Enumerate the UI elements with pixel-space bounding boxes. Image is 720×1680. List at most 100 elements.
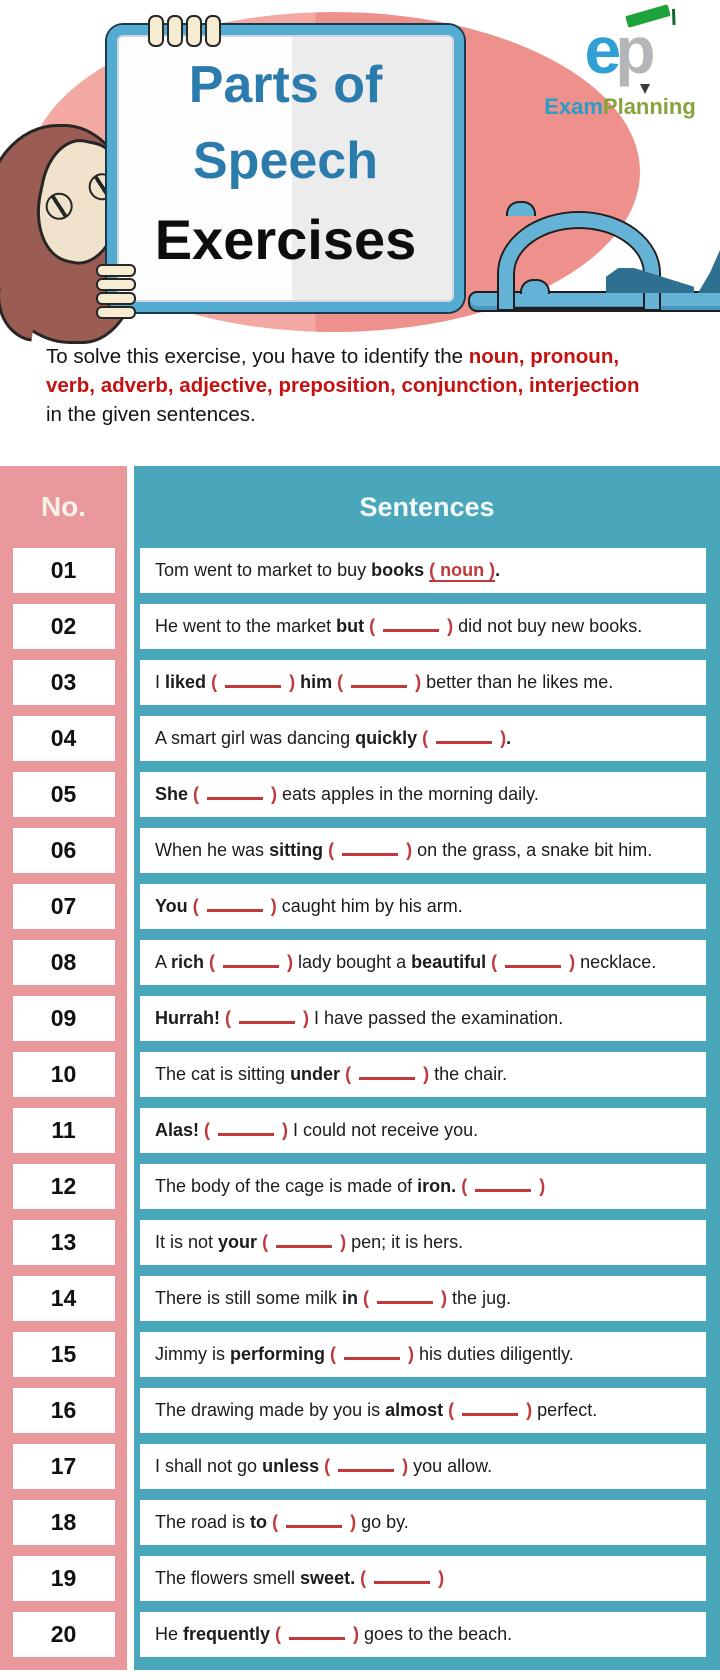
pencil-tip-icon	[640, 84, 650, 94]
logo-word-planning: Planning	[602, 94, 696, 119]
sentence-segment: (	[225, 1008, 237, 1028]
sentence-cell: Jimmy is performing ( ) his duties dilig…	[140, 1332, 706, 1377]
blank-line	[359, 1077, 416, 1080]
instructions-line: in the given sentences.	[46, 400, 686, 429]
instructions-line: To solve this exercise, you have to iden…	[46, 342, 686, 371]
blank-line	[462, 1413, 519, 1416]
sentence-segment: sitting	[269, 840, 324, 860]
sentence-segment: )	[266, 784, 278, 804]
instructions-red: noun, pronoun,	[468, 345, 620, 368]
sentence-segment: unless	[262, 1456, 320, 1476]
sentence-segment: )	[433, 1568, 445, 1588]
row-number: 15	[12, 1332, 115, 1377]
sentence-cell: The drawing made by you is almost ( ) pe…	[140, 1388, 706, 1433]
sentence-segment: in	[342, 1288, 359, 1308]
sentence-segment: )	[284, 672, 296, 692]
sentence-segment: (	[337, 672, 349, 692]
sentence-segment: (	[209, 952, 221, 972]
sentence-segment: Jimmy is	[155, 1344, 230, 1364]
sentence-segment: There is still some milk	[155, 1288, 343, 1308]
sentence-segment: )	[442, 616, 454, 636]
sentence-segment: (	[193, 784, 205, 804]
sentence-cell: I shall not go unless ( ) you allow.	[140, 1444, 706, 1489]
sentence-segment: beautiful	[411, 952, 487, 972]
sentence-segment: lady bought a	[293, 952, 412, 972]
sentence-cell: When he was sitting ( ) on the grass, a …	[140, 828, 706, 873]
sentence-segment: Hurrah!	[155, 1008, 221, 1028]
sentence-segment: quickly	[355, 728, 418, 748]
sentence-cell: I liked ( ) him ( ) better than he likes…	[140, 660, 706, 705]
blank-line	[289, 1637, 346, 1640]
eye-icon	[43, 190, 76, 223]
scooter-bump	[506, 201, 536, 216]
teacher-hair-flip	[0, 287, 39, 342]
sentence-segment: the chair.	[429, 1064, 508, 1084]
sentences-column-header: Sentences	[359, 491, 495, 522]
sentence-segment: (	[330, 1344, 342, 1364]
sentence-segment: did not buy new books.	[453, 616, 643, 636]
sentence-segment: )	[564, 952, 576, 972]
row-number: 07	[12, 884, 115, 929]
sentence-segment: The body of the cage is made of	[155, 1176, 418, 1196]
examplanning-logo: ep ExamPlanning	[534, 4, 706, 120]
sentence-segment: The cat is sitting	[155, 1064, 291, 1084]
sentence-cell: The cat is sitting under ( ) the chair.	[140, 1052, 706, 1097]
instructions-line: verb, adverb, adjective, preposition, co…	[46, 371, 686, 400]
sentence-segment: )	[410, 672, 422, 692]
sentence-segment: )	[401, 840, 413, 860]
sentence-cell: A rich ( ) lady bought a beautiful ( ) n…	[140, 940, 706, 985]
sentence-segment: (	[422, 728, 434, 748]
sentence-segment: Alas!	[155, 1120, 200, 1140]
sentence-segment: (	[211, 672, 223, 692]
sentence-segment: necklace.	[575, 952, 657, 972]
page-title-line1: Parts of	[188, 56, 383, 114]
sentence-segment: (	[192, 896, 204, 916]
row-number: 01	[12, 548, 115, 593]
sentence-segment: to	[250, 1512, 268, 1532]
sentence-segment: perfect.	[532, 1400, 598, 1420]
sentence-segment: A	[155, 952, 172, 972]
sentence-segment: liked	[165, 672, 207, 692]
sentence-segment: your	[218, 1232, 258, 1252]
sentence-segment: the jug.	[447, 1288, 512, 1308]
sentence-segment: him	[300, 672, 333, 692]
row-number: 05	[12, 772, 115, 817]
exercise-table: No. 01 02 03 04 05 06 07 08 09 10 11 12 13 14 15 16 17 18…	[0, 466, 720, 1670]
sentence-segment: )	[265, 896, 277, 916]
sentence-segment: I	[155, 672, 166, 692]
sentence-cell: She ( ) eats apples in the morning daily…	[140, 772, 706, 817]
column-divider	[127, 466, 134, 1670]
logo-letter-e: e	[584, 13, 621, 87]
sentence-segment: sweet.	[300, 1568, 356, 1588]
number-column-body: 01 02 03 04 05 06 07 08 09 10 11 12 13 14 15 16 17 18 19 20	[0, 548, 127, 1657]
hand-fingers-top	[148, 15, 221, 47]
sentence-segment: .	[506, 728, 512, 748]
blank-line	[239, 1021, 296, 1024]
sentences-column: Sentences Tom went to market to buy book…	[134, 466, 720, 1670]
row-number: 20	[12, 1612, 115, 1657]
sentence-segment: Tom went to market to buy	[155, 560, 372, 580]
row-number: 08	[12, 940, 115, 985]
sentence-cell: He went to the market but ( ) did not bu…	[140, 604, 706, 649]
blank-line	[351, 685, 408, 688]
sentence-segment: (	[272, 1512, 284, 1532]
sentence-segment: goes to the beach.	[359, 1624, 513, 1644]
blank-line	[338, 1469, 395, 1472]
sentence-segment: caught him by his arm.	[276, 896, 463, 916]
header-illustration: Parts of Speech Exercises ep ExamPlannin…	[0, 0, 720, 344]
blank-line	[383, 629, 440, 632]
sentence-cell: He frequently ( ) goes to the beach.	[140, 1612, 706, 1657]
sentence-segment: go by.	[356, 1512, 409, 1532]
scooter-fin	[698, 250, 720, 293]
sentence-segment: (	[275, 1624, 287, 1644]
sentence-cell: The road is to ( ) go by.	[140, 1500, 706, 1545]
row-number: 06	[12, 828, 115, 873]
number-column: No. 01 02 03 04 05 06 07 08 09 10 11 12 13 14 15 16 17 18…	[0, 466, 127, 1670]
sentence-segment: (	[360, 1568, 372, 1588]
sentence-segment: books	[371, 560, 425, 580]
sentence-segment: better than he likes me.	[421, 672, 614, 692]
sentence-segment: )	[277, 1120, 289, 1140]
sentence-segment: It is not	[155, 1232, 219, 1252]
no-column-header: No.	[40, 491, 87, 522]
row-number: 18	[12, 1500, 115, 1545]
